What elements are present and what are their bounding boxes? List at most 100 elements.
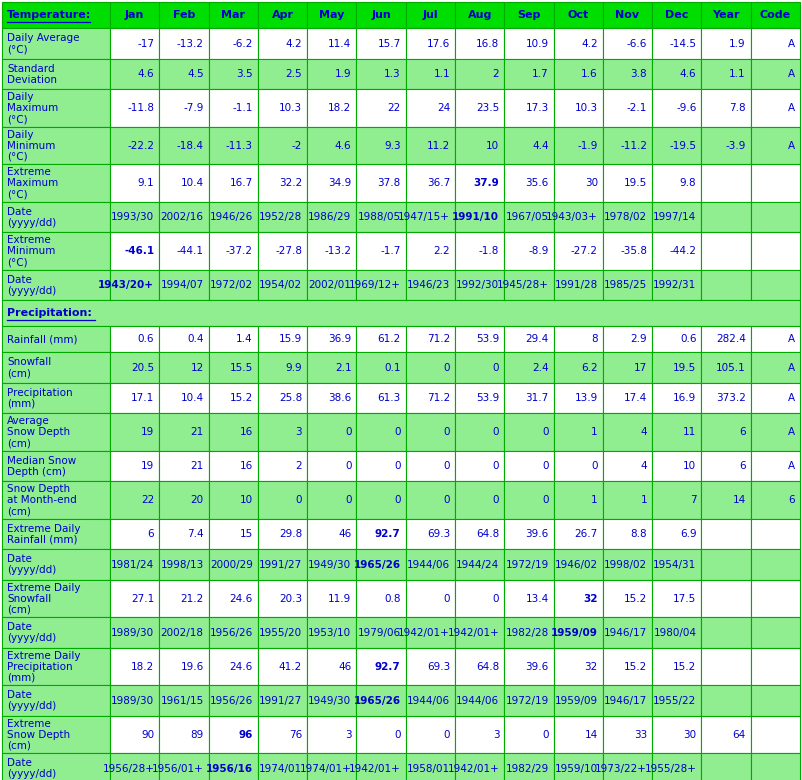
Text: 25.8: 25.8 (279, 393, 302, 403)
Text: Temperature:: Temperature: (7, 10, 91, 20)
Bar (307, 451, 356, 481)
Bar (553, 2, 603, 29)
Text: 1956/26: 1956/26 (209, 628, 253, 638)
Text: 4.6: 4.6 (138, 69, 154, 80)
Bar (258, 29, 307, 59)
Bar (307, 686, 356, 716)
Bar (406, 232, 455, 270)
Bar (751, 2, 800, 29)
Bar (2, 481, 110, 519)
Bar (603, 519, 652, 549)
Bar (2, 413, 110, 451)
Bar (702, 549, 751, 580)
Bar (2, 326, 110, 353)
Bar (553, 202, 603, 232)
Text: 373.2: 373.2 (716, 393, 746, 403)
Text: Jul: Jul (423, 10, 438, 20)
Text: 1956/01+: 1956/01+ (152, 764, 204, 774)
Bar (504, 549, 553, 580)
Bar (553, 383, 603, 413)
Text: 0: 0 (395, 495, 401, 505)
Text: A: A (788, 69, 795, 80)
Text: Precipitation:: Precipitation: (7, 308, 92, 318)
Text: 1993/30: 1993/30 (111, 212, 154, 222)
Text: 26.7: 26.7 (574, 530, 597, 539)
Text: 39.6: 39.6 (525, 530, 549, 539)
Text: 0: 0 (492, 461, 500, 471)
Bar (751, 202, 800, 232)
Text: Snowfall
(cm): Snowfall (cm) (7, 357, 51, 378)
Bar (307, 716, 356, 753)
Bar (455, 648, 504, 686)
Text: 2002/16: 2002/16 (160, 212, 204, 222)
Text: 69.3: 69.3 (427, 661, 450, 672)
Text: 19: 19 (141, 427, 154, 438)
Bar (652, 90, 702, 127)
Text: 31.7: 31.7 (525, 393, 549, 403)
Bar (406, 716, 455, 753)
Bar (455, 580, 504, 618)
Bar (356, 59, 406, 90)
Text: 1959/10: 1959/10 (555, 764, 597, 774)
Bar (702, 90, 751, 127)
Text: 0: 0 (444, 461, 450, 471)
Bar (258, 686, 307, 716)
Text: 1967/05: 1967/05 (505, 212, 549, 222)
Text: 1947/15+: 1947/15+ (398, 212, 450, 222)
Bar (2, 232, 110, 270)
Text: 1956/28+: 1956/28+ (103, 764, 154, 774)
Bar (258, 413, 307, 451)
Bar (455, 29, 504, 59)
Bar (603, 59, 652, 90)
Bar (356, 353, 406, 383)
Bar (110, 481, 160, 519)
Bar (406, 29, 455, 59)
Text: 36.9: 36.9 (328, 335, 351, 344)
Text: 0: 0 (296, 495, 302, 505)
Bar (751, 481, 800, 519)
Text: Extreme Daily
Snowfall
(cm): Extreme Daily Snowfall (cm) (7, 583, 80, 615)
Text: 2.5: 2.5 (286, 69, 302, 80)
Text: -13.2: -13.2 (176, 39, 204, 48)
Text: -19.5: -19.5 (670, 140, 696, 151)
Text: 1989/30: 1989/30 (111, 628, 154, 638)
Bar (258, 202, 307, 232)
Bar (553, 270, 603, 300)
Text: -9.6: -9.6 (676, 103, 696, 113)
Text: 0: 0 (492, 594, 500, 604)
Bar (209, 326, 258, 353)
Bar (209, 686, 258, 716)
Bar (455, 451, 504, 481)
Bar (110, 648, 160, 686)
Bar (110, 580, 160, 618)
Bar (307, 549, 356, 580)
Text: 0: 0 (395, 461, 401, 471)
Text: 53.9: 53.9 (476, 335, 500, 344)
Bar (504, 716, 553, 753)
Bar (702, 202, 751, 232)
Text: 1: 1 (641, 495, 647, 505)
Text: 1.1: 1.1 (433, 69, 450, 80)
Bar (2, 580, 110, 618)
Text: 16.7: 16.7 (229, 179, 253, 188)
Text: 7: 7 (690, 495, 696, 505)
Text: 38.6: 38.6 (328, 393, 351, 403)
Text: 2.2: 2.2 (433, 246, 450, 257)
Text: 1942/01+: 1942/01+ (448, 764, 500, 774)
Bar (110, 165, 160, 202)
Bar (603, 353, 652, 383)
Text: 1972/02: 1972/02 (210, 280, 253, 290)
Bar (702, 753, 751, 780)
Text: Average
Snow Depth
(cm): Average Snow Depth (cm) (7, 416, 70, 448)
Bar (160, 29, 209, 59)
Text: 1956/16: 1956/16 (206, 764, 253, 774)
Bar (702, 716, 751, 753)
Bar (2, 90, 110, 127)
Bar (504, 580, 553, 618)
Text: 16.9: 16.9 (673, 393, 696, 403)
Text: 6: 6 (739, 427, 746, 438)
Bar (2, 202, 110, 232)
Bar (751, 29, 800, 59)
Text: 0: 0 (444, 594, 450, 604)
Text: 1959/09: 1959/09 (555, 696, 597, 706)
